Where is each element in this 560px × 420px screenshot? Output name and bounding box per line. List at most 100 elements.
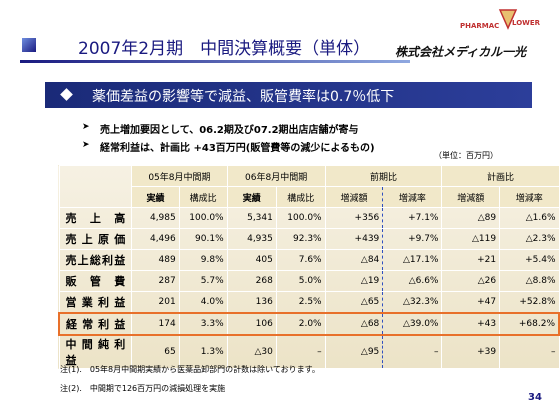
cell: △32.3% [382,291,443,314]
group-header: 計画比 [441,165,560,187]
cell: 4,985 [131,207,180,229]
cell: 4.0% [178,291,228,314]
bullet-arrow: ➤ [82,140,90,150]
sub-header: 構成比 [178,186,228,208]
cell: +39 [441,334,501,369]
cell: 106 [226,312,277,336]
row-label: 経 常 利 益 [58,312,133,336]
cell: 136 [226,291,277,314]
cell: 7.6% [275,249,326,271]
cell: △30 [226,334,277,369]
cell: +356 [324,207,384,229]
cell: 5.7% [178,270,228,292]
table-row: 経 常 利 益 174 3.3% 106 2.0% △68 △39.0% +43 +68.2% [58,312,560,336]
cell: 268 [226,270,277,292]
sub-header: 実績 [131,186,180,208]
cell: 100.0% [275,207,326,229]
header-row: 実績 構成比 実績 構成比 増減額 増減率 増減額 増減率 [59,186,560,208]
cell: – [275,334,326,369]
table-row: 販 管 費 287 5.7% 268 5.0% △19 △6.6% △26 △8.8% [58,270,560,292]
logo-text: LOWER [512,19,541,27]
table-row: 売上総利益 489 9.8% 405 7.6% △84 △17.1% +21 +5.4% [58,249,560,271]
cell: △8.8% [499,270,560,292]
cell: +5.4% [499,249,560,271]
cell: +43 [441,312,501,336]
cell: 100.0% [178,207,228,229]
cell: 5,341 [226,207,277,229]
note: 注(1). 05年8月中間期実績から医薬品卸部門の計数は除いております。 [60,365,320,374]
title: 2007年2月期 中間決算概要（単体） [78,39,371,59]
cell: 90.1% [178,228,228,250]
cell: +68.2% [499,312,560,336]
table-row: 売 上 高 4,985 100.0% 5,341 100.0% +356 +7.1% △89 △… [58,207,560,229]
cell: △119 [441,228,501,250]
logo-text: PHARMAC [460,22,500,30]
cell: △2.3% [499,228,560,250]
cell: △6.6% [382,270,443,292]
group-header: 06年8月中間期 [226,165,326,187]
cell: +21 [441,249,501,271]
bullet: 経常利益は、計画比 +43百万円(販管費等の減少によるもの) [100,143,375,154]
cell: △68 [324,312,384,336]
table-row: 中 間 純 利 益 65 1.3% △30– △95– +39– [58,334,560,369]
row-label: 売 上 原 価 [58,228,133,250]
cell: △19 [324,270,384,292]
title-icon [22,38,36,52]
cell: – [382,334,443,369]
row-label: 売 上 高 [58,207,133,229]
cell: 489 [131,249,180,271]
cell: 92.3% [275,228,326,250]
table-row: 営 業 利 益 201 4.0% 136 2.5% △65 △32.3% +47 +52.8% [58,291,560,314]
cell: △84 [324,249,384,271]
sub-header: 実績 [226,186,277,208]
cell: △65 [324,291,384,314]
cell: 65 [131,334,180,369]
cell: 287 [131,270,180,292]
corner-cell [58,165,133,208]
cell: 405 [226,249,277,271]
banner [45,82,532,108]
row-label: 販 管 費 [58,270,133,292]
cell: △26 [441,270,501,292]
row-label: 営 業 利 益 [58,291,133,314]
cell: 9.8% [178,249,228,271]
row-label: 売上総利益 [58,249,133,271]
sub-header: 増減額 [324,186,384,208]
cell: +9.7% [382,228,443,250]
bullet-arrow: ➤ [82,122,90,132]
results-table: 05年8月中間期 06年8月中間期 前期比 計画比 実績 構成比 実績 構成比 増減額 増減率 増減… [58,165,560,369]
cell: △95 [324,334,384,369]
sub-header: 構成比 [275,186,326,208]
group-header: 05年8月中間期 [131,165,228,187]
cell: +52.8% [499,291,560,314]
logo-flower [498,9,518,30]
group-header: 前期比 [324,165,443,187]
banner-text: 薬価差益の影響等で減益、販管費率は0.7％低下 [92,89,395,105]
row-label: 中 間 純 利 益 [58,334,133,369]
cell: 4,935 [226,228,277,250]
header-row: 05年8月中間期 06年8月中間期 前期比 計画比 [58,165,560,208]
cell: 2.5% [275,291,326,314]
cell: 2.0% [275,312,326,336]
sub-header: 増減額 [441,186,501,208]
cell: +439 [324,228,384,250]
cell: 201 [131,291,180,314]
cell: – [499,334,560,369]
cell: 3.3% [178,312,228,336]
bullet: 売上増加要因として、06.2期及び07.2期出店店舗が寄与 [100,125,359,136]
company-name: 株式会社メディカル一光 [395,45,527,59]
cell: 5.0% [275,270,326,292]
cell: △89 [441,207,501,229]
note: 注(2). 中間期で126百万円の減損処理を実施 [60,384,226,393]
table-row: 売 上 原 価 4,496 90.1% 4,935 92.3% +439 +9.7% △119… [58,228,560,250]
cell: +47 [441,291,501,314]
cell: △17.1% [382,249,443,271]
cell: 4,496 [131,228,180,250]
title-underline [20,60,410,63]
cell: △1.6% [499,207,560,229]
page-number: 34 [528,392,542,403]
cell: △39.0% [382,312,443,336]
sub-header: 増減率 [499,186,560,208]
cell: 174 [131,312,180,336]
